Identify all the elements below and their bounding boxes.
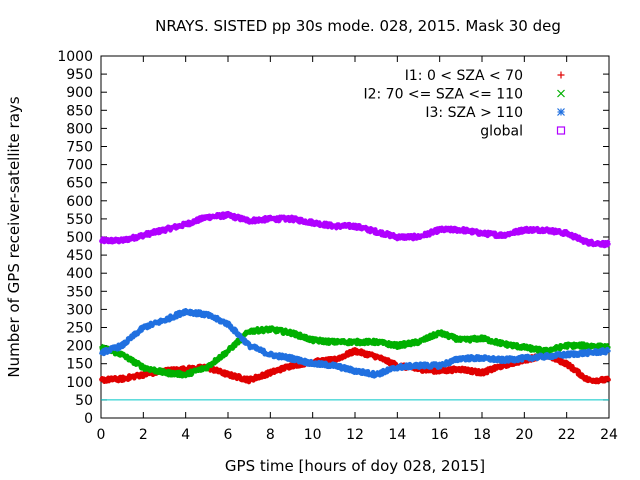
y-tick-label: 250 bbox=[66, 321, 93, 337]
x-tick-label: 22 bbox=[558, 427, 576, 443]
legend-label: I2: 70 <= SZA <= 110 bbox=[363, 87, 523, 103]
y-tick-label: 1000 bbox=[57, 49, 93, 65]
x-tick-label: 18 bbox=[473, 427, 491, 443]
y-tick-label: 850 bbox=[66, 103, 93, 119]
y-tick-label: 750 bbox=[66, 140, 93, 156]
y-tick-label: 100 bbox=[66, 375, 93, 391]
y-axis: 0 50 100 150 200 250 300 350 400 450 500 550 600 650 7… bbox=[57, 49, 609, 427]
plot-frame bbox=[100, 55, 610, 419]
legend: I1: 0 < SZA < 70 I2: 70 <= SZA <= 110 I3: … bbox=[363, 68, 566, 140]
y-tick-label: 400 bbox=[66, 266, 93, 282]
x-tick-label: 14 bbox=[388, 427, 406, 443]
legend-marker bbox=[556, 126, 566, 135]
series-band bbox=[99, 325, 611, 379]
x-tick-label: 8 bbox=[266, 427, 275, 443]
y-tick-label: 350 bbox=[66, 284, 93, 300]
x-tick-label: 2 bbox=[139, 427, 148, 443]
legend-marker bbox=[557, 71, 565, 79]
series-1 bbox=[99, 325, 611, 379]
x-tick-label: 6 bbox=[224, 427, 233, 443]
legend-marker bbox=[557, 89, 565, 98]
series-2 bbox=[98, 308, 611, 379]
y-tick-label: 650 bbox=[66, 176, 93, 192]
y-axis-label: Number of GPS receiver-satellite rays bbox=[5, 96, 23, 377]
y-tick-label: 300 bbox=[66, 302, 93, 318]
x-tick-label: 16 bbox=[431, 427, 449, 443]
y-tick-label: 800 bbox=[66, 121, 93, 137]
y-tick-label: 900 bbox=[66, 85, 93, 101]
y-tick-label: 0 bbox=[84, 411, 93, 427]
chart-title: NRAYS. SISTED pp 30s mode. 028, 2015. Ma… bbox=[155, 17, 561, 35]
legend-marker bbox=[557, 108, 565, 116]
y-tick-label: 550 bbox=[66, 212, 93, 228]
series-band bbox=[98, 308, 611, 379]
x-tick-label: 0 bbox=[97, 427, 106, 443]
y-tick-label: 450 bbox=[66, 248, 93, 264]
series-3 bbox=[98, 210, 611, 249]
legend-label: global bbox=[480, 124, 523, 140]
series-band bbox=[98, 210, 611, 249]
y-tick-label: 950 bbox=[66, 67, 93, 83]
y-tick-label: 150 bbox=[66, 357, 93, 373]
y-tick-label: 50 bbox=[75, 393, 93, 409]
x-tick-label: 10 bbox=[304, 427, 322, 443]
x-axis: 0 2 4 6 8 10 12 14 16 18 20 22 24 bbox=[97, 56, 618, 443]
legend-label: I3: SZA > 110 bbox=[425, 105, 523, 121]
series-layer bbox=[98, 210, 612, 385]
x-tick-label: 4 bbox=[181, 427, 190, 443]
y-tick-label: 700 bbox=[66, 158, 93, 174]
y-tick-label: 200 bbox=[66, 339, 93, 355]
y-tick-label: 600 bbox=[66, 194, 93, 210]
x-tick-label: 24 bbox=[600, 427, 618, 443]
x-axis-label: GPS time [hours of doy 028, 2015] bbox=[225, 457, 485, 475]
x-tick-label: 20 bbox=[515, 427, 533, 443]
y-tick-label: 500 bbox=[66, 230, 93, 246]
x-tick-label: 12 bbox=[346, 427, 364, 443]
legend-label: I1: 0 < SZA < 70 bbox=[405, 68, 523, 84]
